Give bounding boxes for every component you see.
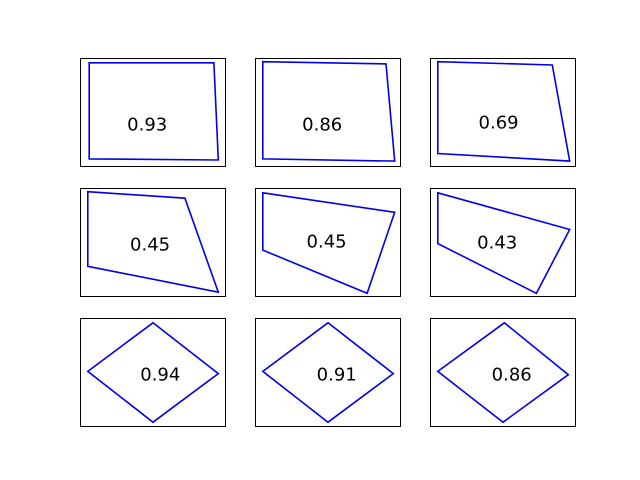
score-label: 0.94 (140, 365, 180, 386)
panel-frame (80, 318, 226, 427)
score-label: 0.86 (302, 115, 342, 136)
panel-frame (255, 318, 401, 427)
quadrilateral-shape (436, 191, 571, 295)
quadrilateral-shape (87, 190, 220, 294)
panel-5: 0.45 (255, 188, 401, 297)
panel-2: 0.86 (255, 58, 401, 167)
quadrilateral-shape (261, 60, 396, 162)
panel-9: 0.86 (430, 318, 576, 427)
quadrilateral-shape (86, 321, 220, 424)
panel-7: 0.94 (80, 318, 226, 427)
panel-frame (430, 58, 576, 167)
panel-grid: 0.93 0.86 0.69 0.45 0.45 0.43 0.94 0.91 0.86 (80, 58, 576, 427)
score-label: 0.93 (127, 115, 167, 136)
score-label: 0.69 (479, 112, 519, 133)
quadrilateral-shape (88, 61, 220, 161)
panel-1: 0.93 (80, 58, 226, 167)
panel-4: 0.45 (80, 188, 226, 297)
quadrilateral-shape (436, 60, 571, 162)
score-label: 0.45 (307, 232, 347, 253)
panel-frame (255, 58, 401, 167)
score-label: 0.91 (317, 365, 357, 386)
quadrilateral-shape (261, 321, 395, 424)
score-label: 0.45 (130, 235, 170, 256)
panel-6: 0.43 (430, 188, 576, 297)
panel-frame (255, 188, 401, 297)
panel-frame (430, 318, 576, 427)
score-label: 0.43 (477, 233, 517, 254)
quadrilateral-shape (436, 321, 570, 424)
score-label: 0.86 (492, 365, 532, 386)
panel-3: 0.69 (430, 58, 576, 167)
panel-8: 0.91 (255, 318, 401, 427)
panel-frame (430, 188, 576, 297)
quadrilateral-shape (261, 191, 396, 295)
panel-frame (80, 58, 226, 167)
